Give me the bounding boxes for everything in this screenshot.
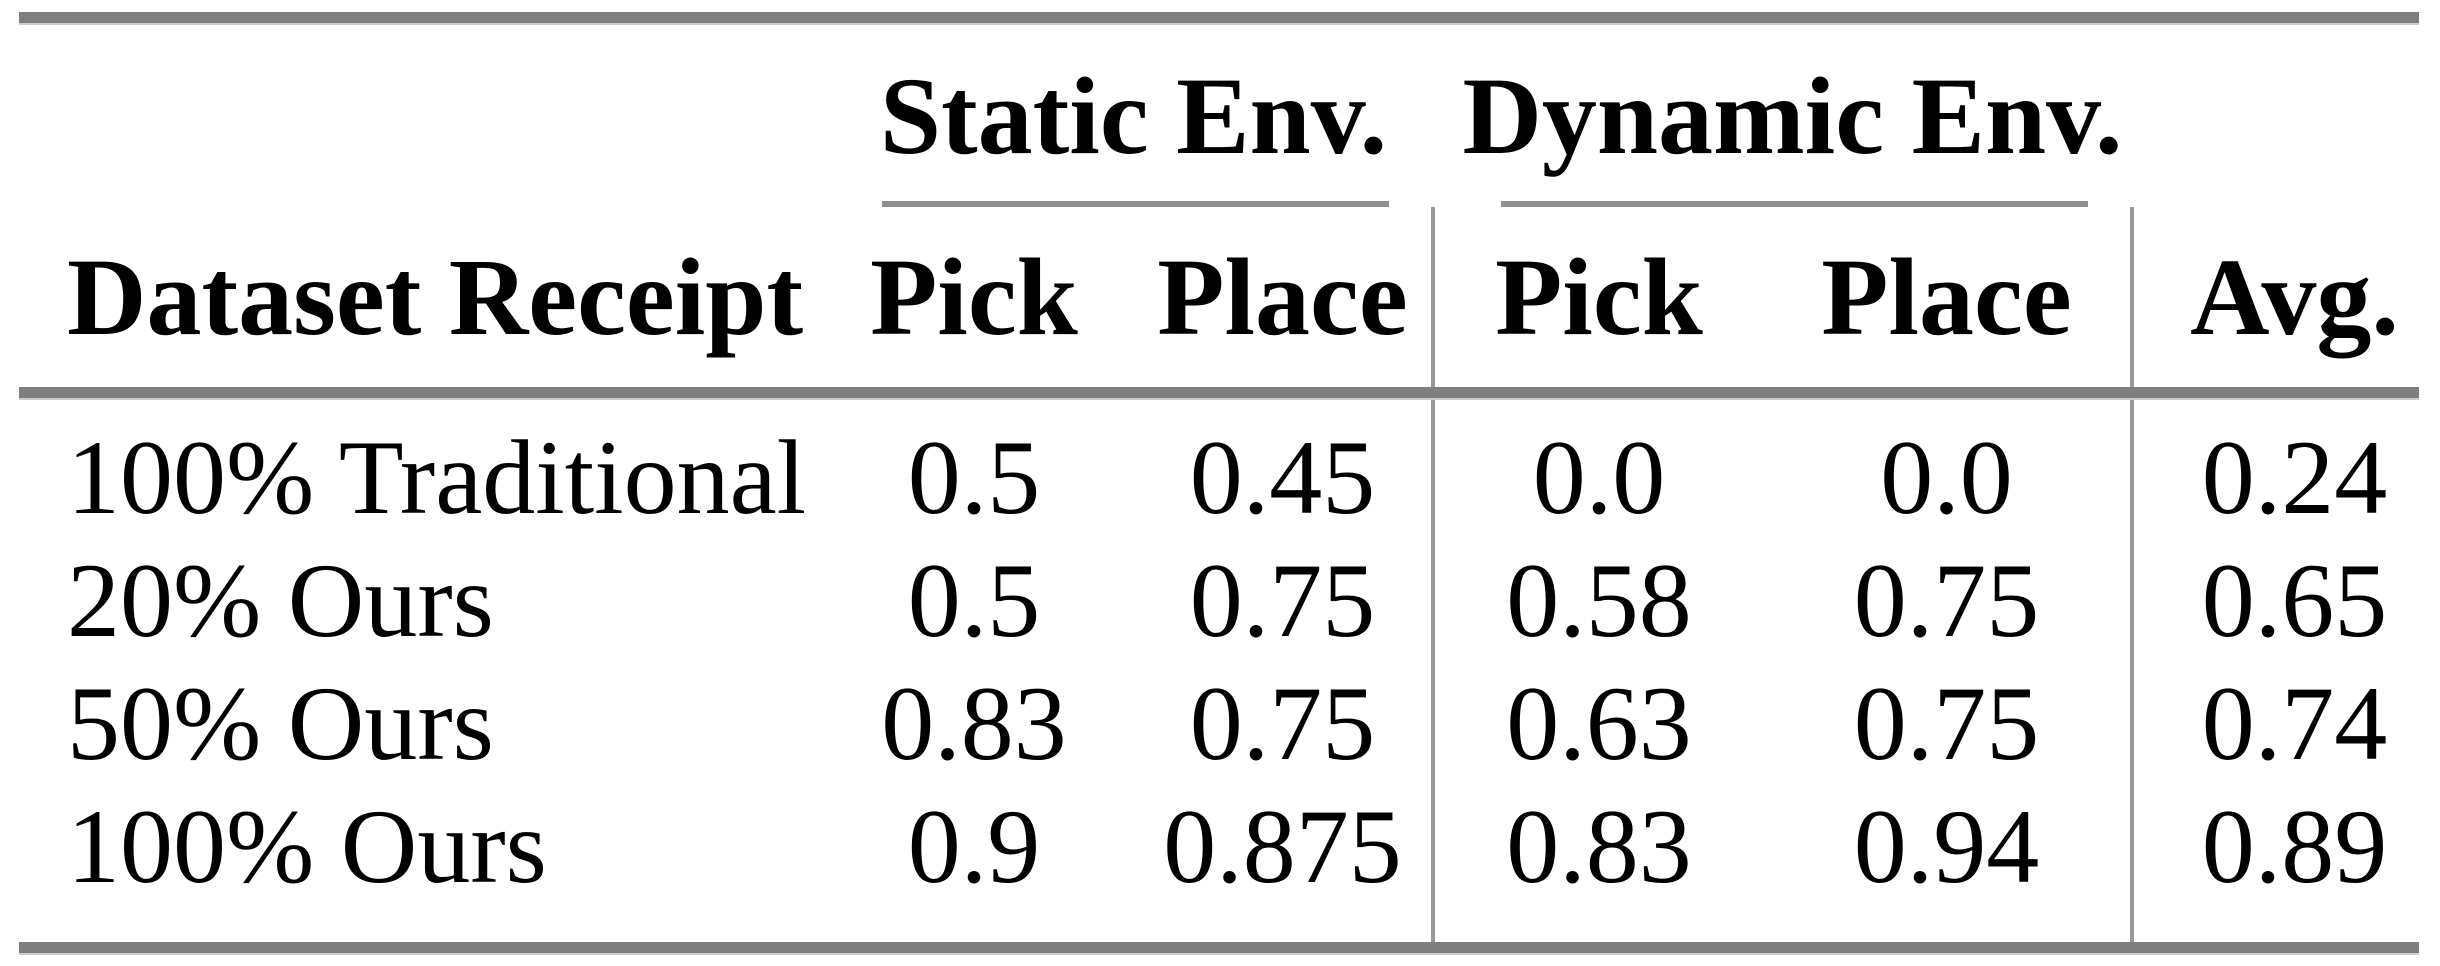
col-header-static-pick: Pick <box>870 236 1078 358</box>
cell-static-place: 0.45 <box>1189 419 1376 536</box>
group-header-static-env: Static Env. <box>814 25 1433 207</box>
col-header-avg: Avg. <box>2130 207 2419 387</box>
col-header-dataset-receipt: Dataset Receipt <box>67 236 804 358</box>
cell-avg: 0.65 <box>2130 539 2419 662</box>
spacer-cell <box>19 25 814 207</box>
bottom-rule <box>19 942 2419 955</box>
dynamic-cmidrule <box>1501 201 2088 207</box>
group-header-row: Static Env. Dynamic Env. <box>19 25 2419 207</box>
cell-dynamic-pick: 0.58 <box>1431 539 1763 662</box>
top-rule <box>19 12 2419 25</box>
cell-dynamic-place: 0.75 <box>1853 665 2040 782</box>
row-label: 100% Traditional <box>67 419 807 536</box>
cell-static-pick: 0.5 <box>907 542 1041 659</box>
cell-static-place: 0.875 <box>1163 788 1402 905</box>
col-header-static-place: Place <box>1157 236 1408 358</box>
column-header-row: Dataset Receipt Pick Place Pick Place Av… <box>19 207 2419 387</box>
cell-dynamic-pick: 0.63 <box>1431 662 1763 785</box>
cell-static-pick: 0.9 <box>907 788 1041 905</box>
mid-rule-row <box>19 387 2419 400</box>
col-header-dynamic-place: Place <box>1821 236 2072 358</box>
cell-static-pick: 0.5 <box>907 419 1041 536</box>
cell-dynamic-place: 0.75 <box>1853 542 2040 659</box>
table-row: 50% Ours 0.83 0.75 0.63 0.75 0.74 <box>19 662 2419 785</box>
col-header-dynamic-pick: Pick <box>1431 207 1763 387</box>
table-row: 100% Traditional 0.5 0.45 0.0 0.0 0.24 <box>19 400 2419 539</box>
cell-dynamic-place: 0.94 <box>1853 788 2040 905</box>
spacer-cell <box>2132 25 2419 207</box>
group-header-static-label: Static Env. <box>879 55 1388 177</box>
cell-static-place: 0.75 <box>1189 542 1376 659</box>
mid-rule <box>19 387 2419 400</box>
top-rule-row <box>19 12 2419 25</box>
cell-avg: 0.24 <box>2130 400 2419 539</box>
cell-dynamic-place: 0.0 <box>1880 419 2013 536</box>
row-label: 20% Ours <box>67 542 494 659</box>
cell-dynamic-pick: 0.0 <box>1431 400 1763 539</box>
row-label: 100% Ours <box>67 788 547 905</box>
cell-static-pick: 0.83 <box>881 665 1067 782</box>
cell-avg: 0.89 <box>2130 785 2419 942</box>
results-table: Static Env. Dynamic Env. Dataset Receipt… <box>19 12 2419 955</box>
cell-dynamic-pick: 0.83 <box>1431 785 1763 942</box>
row-label: 50% Ours <box>67 665 494 782</box>
cell-static-place: 0.75 <box>1189 665 1376 782</box>
cell-avg: 0.74 <box>2130 662 2419 785</box>
table-row: 100% Ours 0.9 0.875 0.83 0.94 0.89 <box>19 785 2419 942</box>
bottom-rule-row <box>19 942 2419 955</box>
table-row: 20% Ours 0.5 0.75 0.58 0.75 0.65 <box>19 539 2419 662</box>
group-header-dynamic-label: Dynamic Env. <box>1462 55 2123 177</box>
group-header-dynamic-env: Dynamic Env. <box>1433 25 2132 207</box>
static-cmidrule <box>882 201 1389 207</box>
